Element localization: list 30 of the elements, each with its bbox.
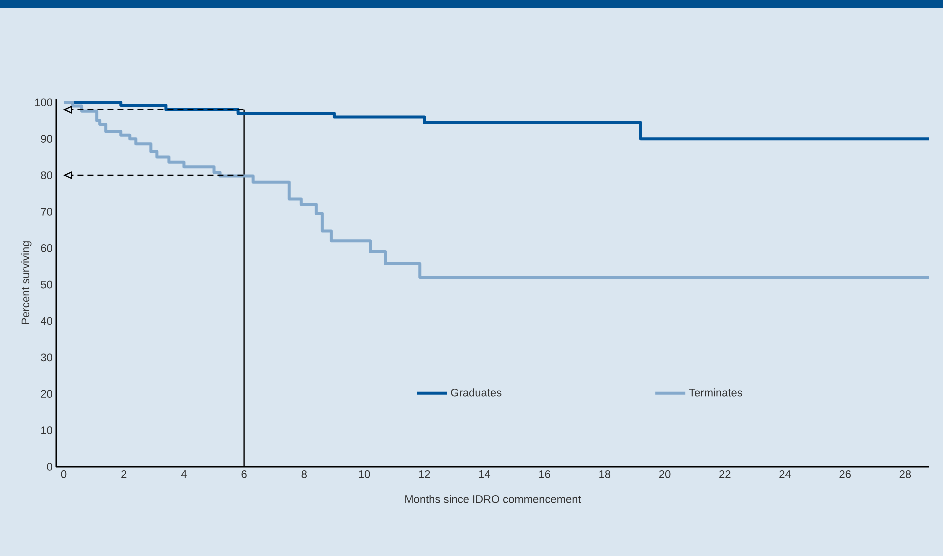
legend-label: Graduates	[451, 388, 502, 397]
y-tick-label: 30	[41, 354, 53, 362]
x-tick-label: 12	[419, 470, 430, 478]
x-tick-label: 26	[840, 470, 851, 478]
y-tick-label: 70	[41, 208, 53, 216]
x-tick-label: 4	[181, 470, 187, 478]
y-tick-label: 80	[41, 172, 53, 180]
legend-label: Terminates	[689, 388, 742, 397]
x-tick-label: 28	[900, 470, 912, 478]
x-tick-label: 14	[479, 470, 491, 478]
x-tick-label: 22	[720, 470, 731, 478]
x-tick-label: 20	[659, 470, 671, 478]
y-tick-label: 10	[42, 426, 53, 434]
y-tick-label: 60	[41, 244, 53, 252]
x-tick-label: 0	[61, 470, 67, 478]
y-tick-label: 40	[40, 317, 53, 326]
y-tick-label: 0	[47, 463, 53, 471]
x-tick-label: 6	[242, 470, 247, 478]
y-tick-label: 20	[41, 390, 53, 398]
x-axis-title: Months since IDRO commencement	[406, 495, 582, 504]
x-tick-label: 16	[540, 470, 550, 478]
x-tick-label: 2	[122, 470, 127, 478]
x-tick-label: 24	[780, 470, 792, 478]
y-tick-label: 90	[41, 135, 53, 143]
x-tick-label: 8	[302, 470, 307, 478]
x-tick-label: 18	[600, 470, 611, 478]
y-tick-label: 100	[35, 98, 53, 107]
y-axis-title: Percent surviving	[21, 242, 32, 324]
y-tick-label: 50	[41, 280, 53, 289]
x-tick-label: 10	[359, 470, 370, 478]
